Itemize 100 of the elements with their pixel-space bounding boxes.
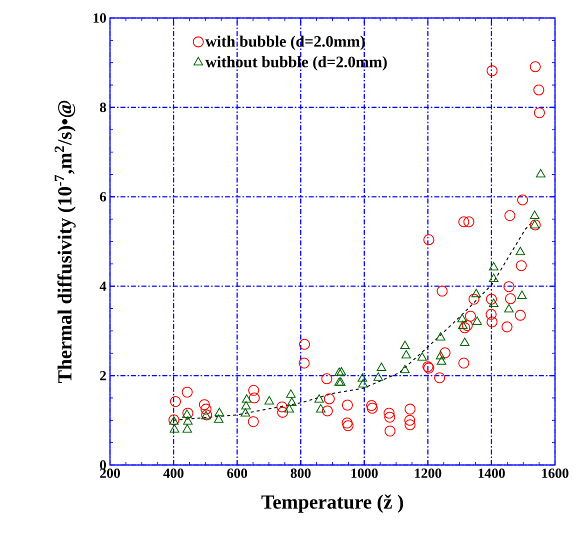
point — [516, 260, 527, 272]
point — [434, 372, 446, 384]
point — [336, 377, 346, 386]
point — [404, 404, 416, 415]
point — [423, 234, 434, 246]
point — [486, 65, 498, 76]
point — [366, 400, 378, 411]
point — [488, 298, 498, 308]
point — [376, 362, 386, 371]
point — [517, 290, 527, 299]
point — [277, 406, 288, 418]
point — [471, 288, 481, 298]
point — [241, 400, 251, 410]
point — [530, 61, 541, 72]
point — [240, 408, 250, 417]
point — [248, 384, 260, 396]
point — [465, 310, 476, 322]
point — [533, 84, 544, 96]
point — [384, 408, 395, 419]
point — [486, 308, 497, 320]
x-tick-label: 1000 — [351, 468, 378, 478]
point — [460, 338, 470, 346]
point — [505, 293, 516, 304]
point — [248, 416, 259, 428]
point — [404, 419, 416, 430]
point — [401, 350, 412, 358]
point — [404, 414, 416, 426]
y-tick-label: 8 — [100, 102, 106, 112]
point — [342, 420, 354, 432]
point — [198, 399, 210, 410]
point — [504, 210, 516, 222]
x-tick-label: 1600 — [542, 468, 568, 478]
point — [334, 367, 344, 376]
point — [440, 347, 450, 358]
point — [299, 338, 310, 350]
point — [516, 246, 526, 256]
point — [458, 358, 470, 369]
point — [503, 281, 514, 292]
point — [276, 401, 288, 412]
legend-label: with bubble (d=2.0mm) — [205, 36, 365, 50]
point — [417, 352, 427, 361]
point — [486, 316, 498, 328]
point — [534, 107, 545, 118]
point — [504, 304, 514, 312]
point — [486, 294, 497, 305]
point — [182, 424, 192, 433]
point — [298, 358, 310, 369]
point — [436, 286, 448, 297]
point — [517, 194, 528, 206]
x-tick-label: 400 — [163, 468, 184, 478]
legend-label: without bubble (d=2.0mm) — [205, 56, 387, 71]
point — [286, 389, 296, 398]
x-tick-label: 1400 — [478, 468, 505, 478]
point — [458, 216, 470, 228]
point — [459, 322, 470, 334]
point — [342, 400, 353, 411]
point — [170, 424, 180, 433]
point — [358, 379, 368, 388]
point — [336, 367, 346, 376]
point — [502, 321, 512, 332]
y-tick-label: 4 — [100, 282, 106, 291]
point — [373, 372, 384, 381]
y-tick-label: 0 — [100, 460, 106, 470]
point — [287, 397, 297, 406]
point — [462, 320, 473, 331]
x-tick-label: 1200 — [415, 468, 442, 478]
point — [530, 210, 540, 219]
y-tick-label: 2 — [100, 370, 106, 380]
x-tick-label: 200 — [100, 468, 120, 478]
x-tick-label: 600 — [227, 468, 248, 478]
point — [358, 373, 368, 382]
point — [324, 393, 335, 404]
line-series — [173, 221, 534, 421]
point — [183, 416, 193, 425]
point — [214, 408, 224, 416]
point — [436, 350, 446, 360]
point — [242, 394, 252, 403]
point — [366, 402, 378, 414]
point — [488, 262, 498, 270]
point — [316, 404, 326, 413]
point — [264, 396, 274, 404]
point — [384, 412, 396, 423]
point — [400, 340, 410, 350]
point — [457, 314, 467, 322]
point — [463, 216, 474, 228]
point — [400, 364, 410, 374]
point — [182, 386, 193, 398]
point — [514, 310, 526, 321]
point — [200, 404, 212, 415]
point — [436, 332, 446, 341]
point — [488, 274, 498, 282]
point — [472, 316, 482, 325]
point — [458, 320, 468, 329]
point — [322, 405, 333, 416]
point — [321, 373, 332, 384]
y-tick-label: 10 — [94, 13, 106, 23]
point — [342, 418, 353, 428]
point — [214, 414, 224, 423]
point — [248, 392, 260, 404]
point — [334, 377, 344, 386]
